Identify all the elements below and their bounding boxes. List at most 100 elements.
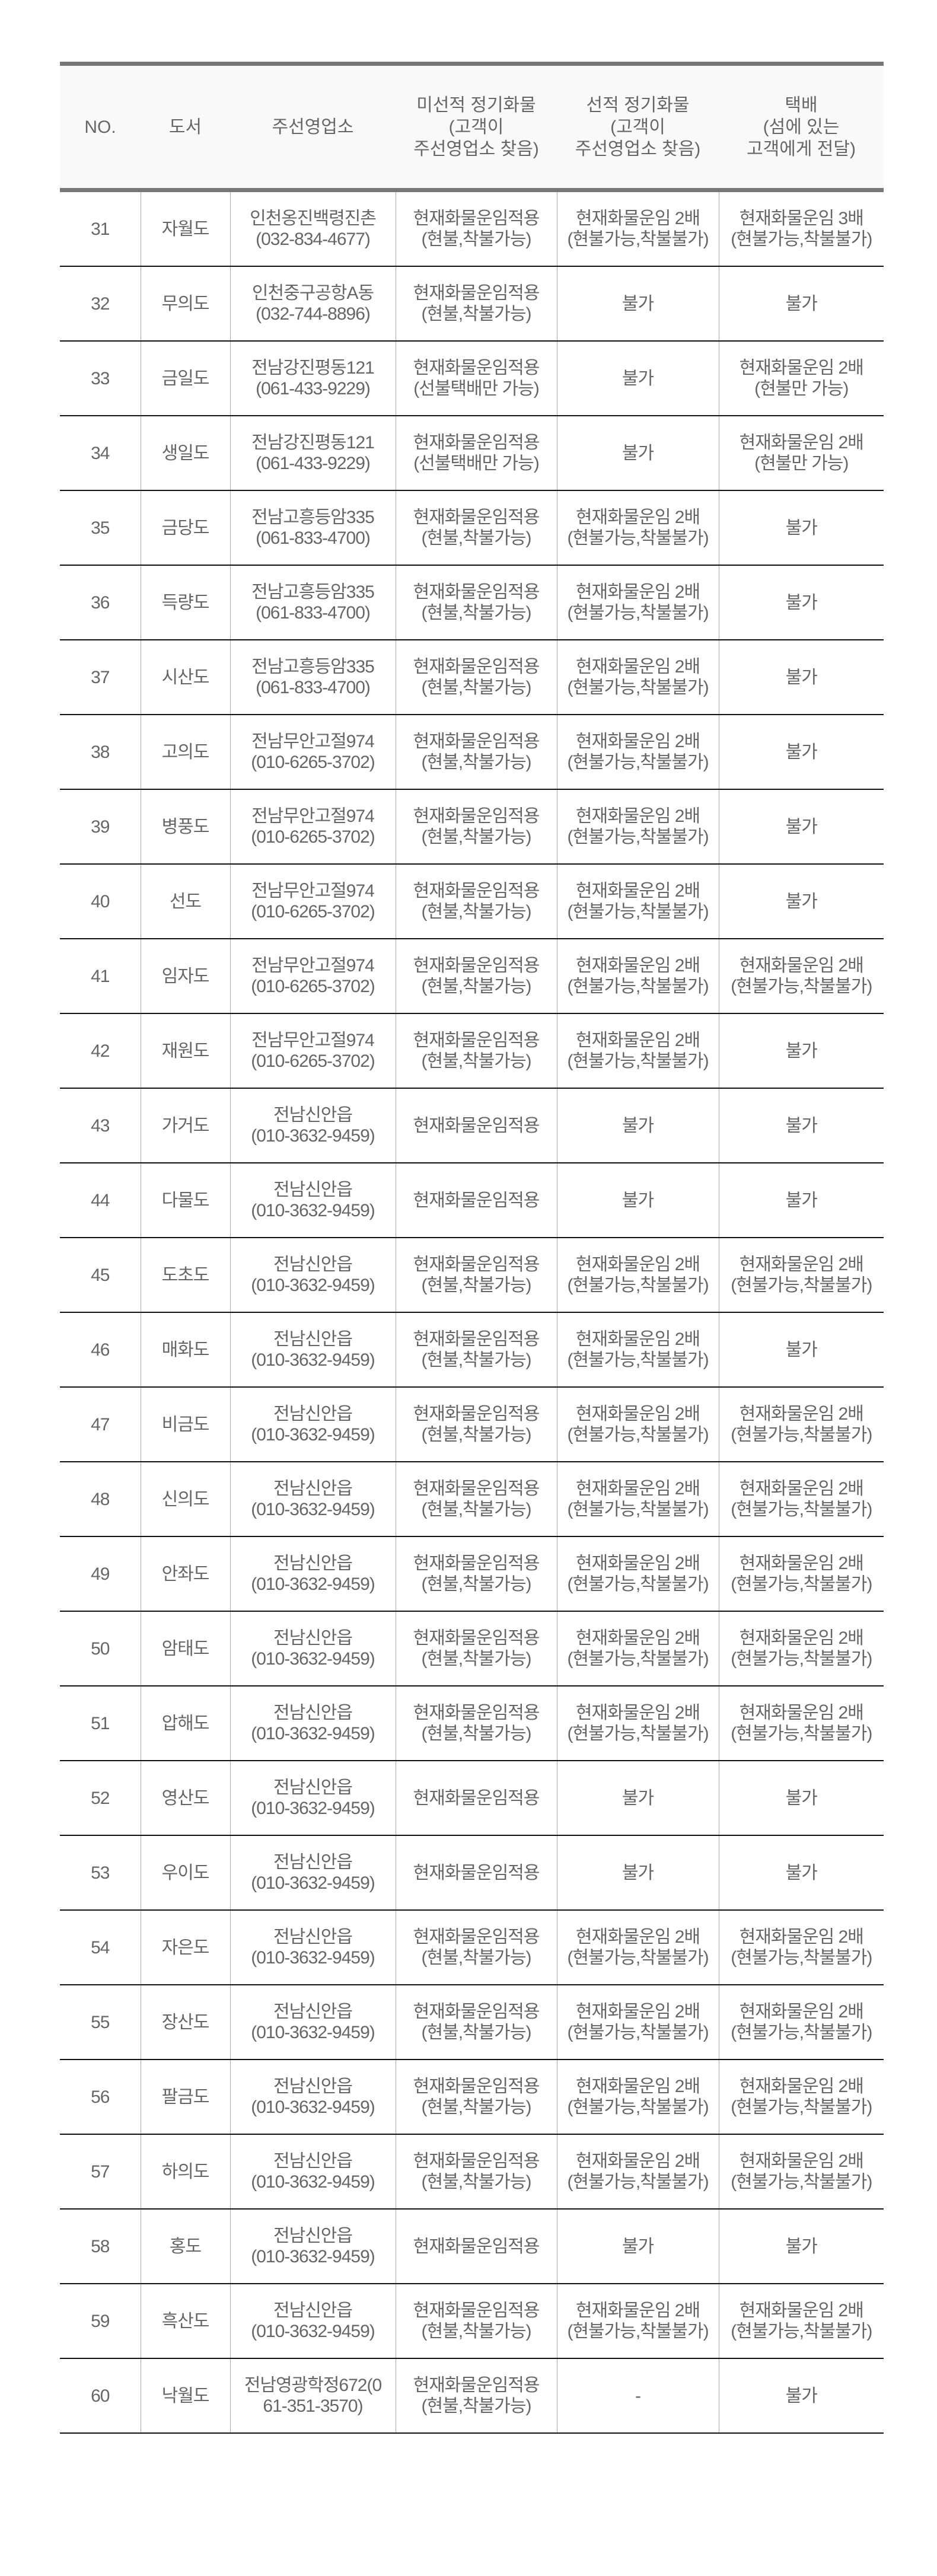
cell-text-line: 전남신안읍 [273, 1703, 353, 1723]
cell-text-line: (현불가능,착불불가) [567, 1425, 709, 1445]
cell-text-line: (현불가능,착불불가) [731, 229, 872, 249]
cell-loaded-freight: 현재화물운임 2배 (현불가능,착불불가) [556, 1462, 719, 1537]
cell-text-line: 임자도 [161, 966, 210, 986]
cell-unloaded-freight: 현재화물운임적용 (현불,착불가능) [395, 1238, 557, 1313]
cell-text-line: 전남무안고절974 [251, 732, 375, 751]
cell-text-line: 현재화물운임 2배 [575, 881, 700, 901]
cell-text-line: (현불,착불가능) [421, 1500, 532, 1519]
cell-unloaded-freight: 현재화물운임적용 (현불,착불가능) [395, 2284, 557, 2359]
cell-unloaded-freight: 현재화물운임적용 (현불,착불가능) [395, 1013, 557, 1089]
cell-text-line: 43 [91, 1115, 110, 1136]
cell-text-line: (010-3632-9459) [251, 2322, 375, 2341]
cell-text-line: 46 [91, 1340, 110, 1360]
cell-agency: 전남신안읍 (010-3632-9459) [230, 1088, 396, 1163]
cell-parcel: 현재화물운임 2배 (현불가능,착불불가) [718, 1985, 884, 2060]
cell-agency: 전남신안읍 (010-3632-9459) [230, 1761, 396, 1836]
cell-text-line: 자은도 [161, 1937, 210, 1957]
cell-island: 신의도 [140, 1462, 230, 1537]
cell-text-line: 장산도 [161, 2012, 210, 2032]
cell-loaded-freight: 현재화물운임 2배 (현불가능,착불불가) [556, 1387, 719, 1462]
cell-island: 득량도 [140, 565, 230, 640]
cell-parcel: 불가 [718, 1835, 884, 1911]
table-row: 44 다물도 전남신안읍 (010-3632-9459) 현재화물운임적용 불가 불가 [60, 1163, 884, 1238]
cell-text-line: 현재화물운임 2배 [739, 433, 864, 452]
cell-agency: 인천옹진백령진촌 (032-834-4677) [230, 190, 396, 267]
table-row: 48 신의도 전남신안읍 (010-3632-9459) 현재화물운임적용 (현불,착불가… [60, 1462, 884, 1537]
cell-parcel: 현재화물운임 2배 (현불가능,착불불가) [718, 1536, 884, 1612]
cell-text-line: 현재화물운임적용 [413, 1255, 540, 1274]
cell-text-line: 현재화물운임적용 [413, 1031, 540, 1050]
cell-island: 재원도 [140, 1013, 230, 1089]
cell-text-line: 홍도 [169, 2236, 202, 2256]
cell-loaded-freight: 현재화물운임 2배 (현불가능,착불불가) [556, 1238, 719, 1313]
cell-unloaded-freight: 현재화물운임적용 (선불택배만 가능) [395, 341, 557, 416]
cell-text-line: 현재화물운임 2배 [575, 657, 700, 677]
cell-text-line: 전남무안고절974 [251, 956, 375, 975]
cell-text-line: (010-3632-9459) [251, 1126, 375, 1146]
cell-agency: 전남고흥등암335 (061-833-4700) [230, 640, 396, 715]
cell-text-line: (061-433-9229) [256, 454, 371, 473]
cell-text-line: 우이도 [161, 1863, 210, 1883]
cell-text-line: 현재화물운임적용 [413, 1788, 540, 1808]
cell-no: 52 [60, 1761, 141, 1836]
cell-text-line: (섬에 있는 [763, 117, 840, 137]
cell-text-line: 불가 [622, 1115, 654, 1136]
cell-text-line: (현불,착불가능) [421, 827, 532, 847]
column-header-island: 도서 [141, 62, 230, 192]
cell-no: 57 [60, 2134, 141, 2210]
cell-text-line: 42 [91, 1041, 110, 1061]
cell-island: 무의도 [140, 266, 230, 342]
cell-unloaded-freight: 현재화물운임적용 (현불,착불가능) [395, 1312, 557, 1388]
cell-text-line: 현재화물운임 2배 [575, 1479, 700, 1499]
cell-text-line: (061-833-4700) [256, 603, 371, 623]
cell-unloaded-freight: 현재화물운임적용 [395, 1761, 557, 1836]
cell-loaded-freight: 현재화물운임 2배 (현불가능,착불불가) [556, 565, 719, 640]
cell-text-line: 선도 [169, 891, 202, 911]
cell-text-line: 생일도 [161, 443, 210, 463]
cell-text-line: 불가 [622, 2236, 654, 2256]
cell-text-line: 현재화물운임적용 [413, 1330, 540, 1349]
cell-text-line: 암태도 [161, 1638, 210, 1659]
cell-agency: 전남고흥등암335 (061-833-4700) [230, 565, 396, 640]
cell-text-line: (010-3632-9459) [251, 2097, 375, 2117]
cell-loaded-freight: 현재화물운임 2배 (현불가능,착불불가) [556, 864, 719, 939]
cell-text-line: 도서 [168, 117, 202, 137]
cell-agency: 전남무안고절974 (010-6265-3702) [230, 715, 396, 790]
table-row: 51 압해도 전남신안읍 (010-3632-9459) 현재화물운임적용 (현불,착불가… [60, 1686, 884, 1761]
cell-text-line: 전남신안읍 [273, 1255, 353, 1274]
cell-agency: 전남무안고절974 (010-6265-3702) [230, 864, 396, 939]
cell-unloaded-freight: 현재화물운임적용 (현불,착불가능) [395, 1462, 557, 1537]
cell-no: 60 [60, 2358, 141, 2434]
cell-text-line: (현불,착불가능) [421, 304, 532, 324]
cell-loaded-freight: 현재화물운임 2배 (현불가능,착불불가) [556, 1686, 719, 1761]
cell-parcel: 불가 [718, 490, 884, 566]
cell-island: 안좌도 [140, 1536, 230, 1612]
cell-text-line: 현재화물운임적용 [413, 657, 540, 677]
cell-agency: 전남신안읍 (010-3632-9459) [230, 2059, 396, 2135]
cell-agency: 전남신안읍 (010-3632-9459) [230, 1985, 396, 2060]
cell-text-line: 불가 [622, 1190, 654, 1210]
cell-text-line: 현재화물운임적용 [413, 881, 540, 901]
cell-text-line: 도초도 [161, 1265, 210, 1285]
cell-text-line: 60 [91, 2386, 110, 2406]
cell-text-line: 53 [91, 1863, 110, 1883]
cell-text-line: (현불가능,착불불가) [567, 1276, 709, 1295]
cell-unloaded-freight: 현재화물운임적용 [395, 2209, 557, 2284]
cell-text-line: (010-3632-9459) [251, 1500, 375, 1519]
cell-island: 임자도 [140, 939, 230, 1014]
cell-text-line: 금일도 [161, 368, 210, 388]
cell-no: 56 [60, 2059, 141, 2135]
cell-parcel: 현재화물운임 2배 (현불가능,착불불가) [718, 1611, 884, 1686]
cell-text-line: 전남무안고절974 [251, 806, 375, 826]
cell-text-line: 전남신안읍 [273, 1180, 353, 1200]
cell-parcel: 불가 [718, 1088, 884, 1163]
cell-text-line: 36 [91, 592, 110, 613]
cell-no: 32 [60, 266, 141, 342]
cell-no: 36 [60, 565, 141, 640]
cell-text-line: (현불가능,착불불가) [567, 1350, 709, 1370]
cell-text-line: 선적 정기화물 [586, 95, 690, 115]
cell-loaded-freight: 현재화물운임 2배 (현불가능,착불불가) [556, 1910, 719, 1985]
cell-text-line: 44 [91, 1190, 110, 1210]
cell-text-line: 37 [91, 667, 110, 687]
cell-text-line: 현재화물운임 2배 [575, 1031, 700, 1050]
